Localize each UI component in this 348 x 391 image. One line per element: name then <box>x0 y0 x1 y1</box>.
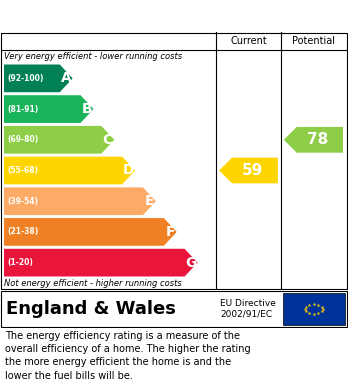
Text: Not energy efficient - higher running costs: Not energy efficient - higher running co… <box>4 279 182 288</box>
Text: F: F <box>166 225 175 239</box>
Text: D: D <box>123 163 134 178</box>
Text: The energy efficiency rating is a measure of the
overall efficiency of a home. T: The energy efficiency rating is a measur… <box>5 331 251 380</box>
Bar <box>283 293 345 325</box>
Text: 59: 59 <box>242 163 263 178</box>
Polygon shape <box>219 158 278 183</box>
Text: G: G <box>185 256 197 270</box>
Text: A: A <box>61 71 72 85</box>
Text: C: C <box>103 133 113 147</box>
Text: Energy Efficiency Rating: Energy Efficiency Rating <box>9 9 230 23</box>
Text: (1-20): (1-20) <box>7 258 33 267</box>
Polygon shape <box>4 95 94 123</box>
Text: (39-54): (39-54) <box>7 197 38 206</box>
Text: Current: Current <box>230 36 267 46</box>
Text: B: B <box>82 102 92 116</box>
Text: EU Directive
2002/91/EC: EU Directive 2002/91/EC <box>220 299 276 319</box>
Text: (81-91): (81-91) <box>7 104 38 113</box>
Text: Very energy efficient - lower running costs: Very energy efficient - lower running co… <box>4 52 182 61</box>
Text: England & Wales: England & Wales <box>6 300 176 318</box>
Polygon shape <box>4 249 198 276</box>
Text: E: E <box>145 194 154 208</box>
Text: (55-68): (55-68) <box>7 166 38 175</box>
Text: (92-100): (92-100) <box>7 74 44 83</box>
Polygon shape <box>284 127 343 152</box>
Text: Potential: Potential <box>292 36 335 46</box>
Polygon shape <box>4 187 156 215</box>
Polygon shape <box>4 65 73 92</box>
Text: (69-80): (69-80) <box>7 135 38 144</box>
Text: 78: 78 <box>307 132 328 147</box>
Text: (21-38): (21-38) <box>7 228 38 237</box>
Polygon shape <box>4 126 114 154</box>
Polygon shape <box>4 157 135 185</box>
Polygon shape <box>4 218 177 246</box>
